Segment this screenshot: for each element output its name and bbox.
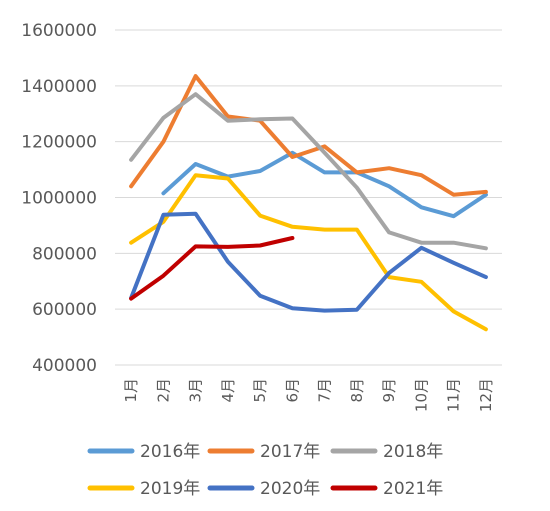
legend-label: 2020年 xyxy=(260,479,320,499)
y-tick-label: 800000 xyxy=(32,244,97,264)
legend: 2016年 2017年 2018年 2019年 2020年 2021年 xyxy=(87,442,443,499)
y-tick-label: 1000000 xyxy=(21,189,97,209)
legend-label: 2019年 xyxy=(140,479,200,499)
x-tick-label: 1月 xyxy=(122,378,140,403)
x-tick-label: 3月 xyxy=(187,378,205,403)
x-tick-label: 11月 xyxy=(445,378,463,412)
x-tick-label: 7月 xyxy=(316,378,334,403)
y-tick-label: 1600000 xyxy=(21,21,97,41)
series-line-2016年 xyxy=(161,150,488,219)
series-line-2019年 xyxy=(129,173,488,332)
x-tick-label: 8月 xyxy=(348,378,366,403)
y-tick-label: 600000 xyxy=(32,300,97,320)
gridlines xyxy=(115,29,502,366)
x-tick-label: 6月 xyxy=(283,378,301,403)
series-line-2018年 xyxy=(129,92,488,251)
series-line-2020年 xyxy=(129,211,488,313)
legend-label: 2018年 xyxy=(383,442,443,462)
y-tick-label: 400000 xyxy=(32,356,97,376)
legend-label: 2016年 xyxy=(140,442,200,462)
series-lines xyxy=(129,74,488,332)
series-line-2017年 xyxy=(129,74,488,197)
series-line-2021年 xyxy=(129,236,295,301)
x-axis-tick-labels: 1月 2月 3月 4月 5月 6月 7月 8月 9月 10月 11月 12月 xyxy=(122,378,495,412)
x-tick-label: 5月 xyxy=(251,378,269,403)
x-tick-label: 2月 xyxy=(154,378,172,403)
x-tick-label: 4月 xyxy=(219,378,237,403)
y-axis-tick-labels: 400000 600000 800000 1000000 1200000 1400000 1… xyxy=(21,21,97,376)
legend-label: 2021年 xyxy=(383,479,443,499)
x-tick-label: 12月 xyxy=(477,378,495,412)
x-tick-label: 9月 xyxy=(380,378,398,403)
x-tick-label: 10月 xyxy=(412,378,430,412)
y-tick-label: 1200000 xyxy=(21,133,97,153)
legend-label: 2017年 xyxy=(260,442,320,462)
y-tick-label: 1400000 xyxy=(21,77,97,97)
